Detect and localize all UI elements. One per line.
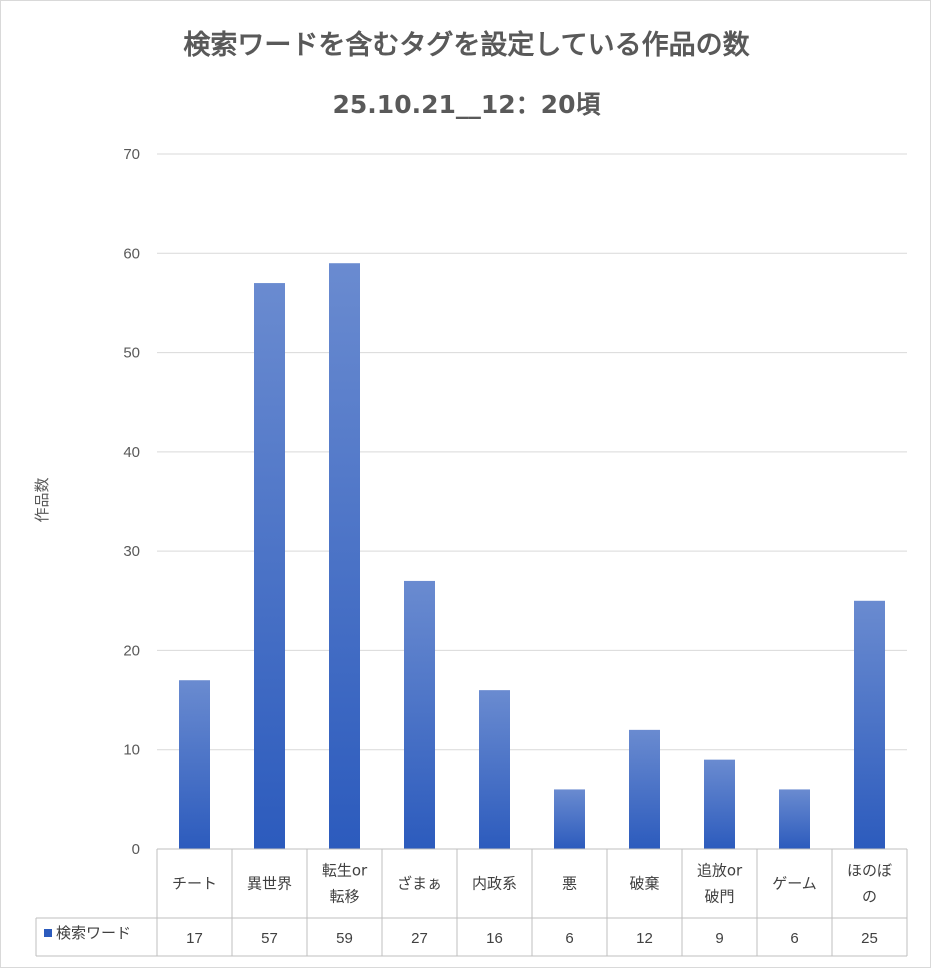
y-tick-label: 60 (123, 245, 140, 262)
data-label: 59 (336, 930, 353, 947)
bar (329, 263, 360, 849)
bar (779, 789, 810, 849)
bar (554, 789, 585, 849)
bars (179, 263, 885, 850)
bar (854, 600, 885, 849)
chart-title: 検索ワードを含むタグを設定している作品の数 (183, 30, 750, 61)
y-tick-label: 70 (123, 146, 140, 163)
category-label: ざまぁ (397, 875, 442, 893)
category-label: ほのぼ (847, 862, 892, 880)
bar (254, 283, 285, 850)
bar (704, 759, 735, 849)
data-label: 9 (715, 930, 723, 947)
category-label: の (862, 888, 877, 906)
category-label: 悪 (562, 875, 577, 893)
y-tick-label: 10 (123, 742, 140, 759)
y-axis-ticks: 0 10 20 30 40 50 60 70 (123, 146, 140, 858)
legend-label: 検索ワード (56, 924, 131, 942)
bar (404, 580, 435, 849)
data-label: 57 (261, 930, 278, 947)
y-tick-label: 50 (123, 345, 140, 362)
y-axis-title: 作品数 (33, 477, 51, 522)
category-label: 異世界 (247, 875, 292, 893)
data-label: 16 (486, 930, 503, 947)
y-tick-label: 20 (123, 642, 140, 659)
bar (179, 680, 210, 849)
data-label: 6 (790, 930, 798, 947)
category-label: 破門 (704, 888, 734, 906)
bar (479, 690, 510, 849)
chart-subtitle: 25.10.21__12：20頃 (332, 90, 601, 119)
category-label: 転移 (329, 888, 359, 906)
data-label: 17 (186, 930, 203, 947)
category-label: 追放or (697, 862, 743, 880)
data-label: 27 (411, 930, 428, 947)
y-tick-label: 30 (123, 543, 140, 560)
category-label: 転生or (322, 862, 368, 880)
y-tick-label: 40 (123, 444, 140, 461)
category-label: 破棄 (629, 875, 659, 893)
data-label: 6 (565, 930, 573, 947)
y-tick-label: 0 (132, 841, 140, 858)
data-label: 25 (861, 930, 878, 947)
data-label: 12 (636, 930, 653, 947)
category-label: ゲーム (772, 875, 817, 893)
legend-swatch (44, 929, 52, 937)
bar (629, 729, 660, 849)
category-label: チート (172, 875, 217, 893)
category-label: 内政系 (472, 875, 517, 893)
